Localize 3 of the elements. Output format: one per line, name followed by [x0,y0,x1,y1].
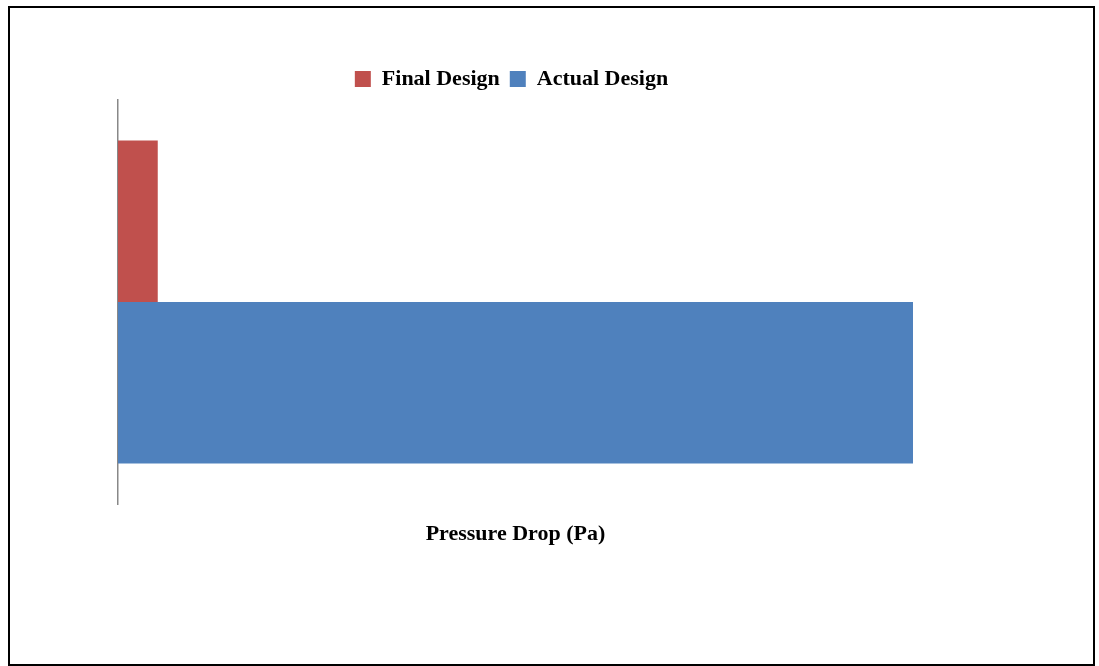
x-axis-title: Pressure Drop (Pa) [425,519,606,545]
legend-label: Final Design [381,64,500,90]
legend-label: Actual Design [536,64,669,90]
